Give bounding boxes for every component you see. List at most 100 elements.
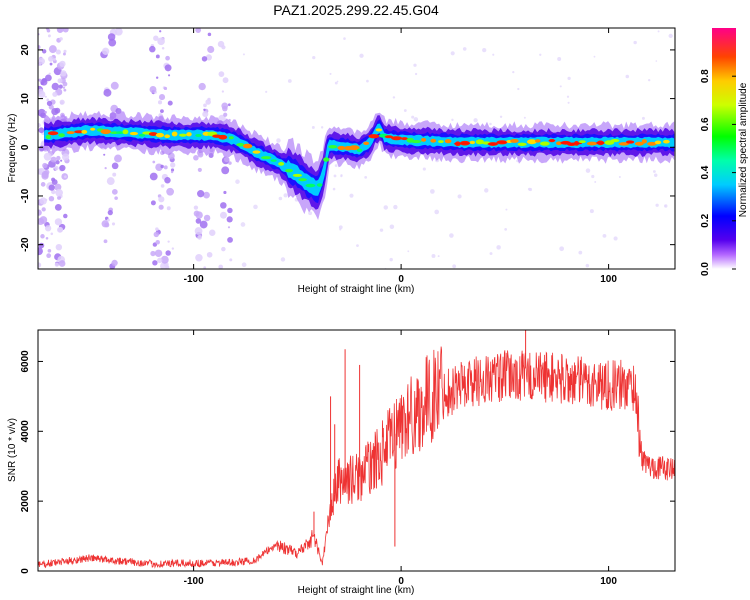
colorbar-ticks: 0.0 0.2 0.4 0.6 0.8 (700, 69, 736, 276)
spectrogram-speckle (149, 172, 158, 181)
spectrogram-speckle (111, 259, 118, 267)
spectrogram-speckle (106, 177, 115, 186)
spectrogram-speckle (655, 203, 659, 207)
spectrogram-speckle (403, 109, 407, 112)
y-tick-label: 2000 (20, 490, 31, 513)
spectrogram-speckle (160, 164, 164, 169)
spectrogram-speckle (111, 162, 119, 170)
x-tick-label: -100 (184, 576, 204, 587)
spectrogram-speckle (389, 257, 393, 262)
spectrogram-speckle (59, 101, 64, 105)
spectrogram-speckle (160, 184, 165, 188)
spectrogram-speckle (40, 234, 45, 239)
spectrogram-hotspot (430, 138, 437, 143)
spectrogram-speckle (57, 78, 63, 84)
spectrogram-hotspot (348, 145, 360, 151)
spectrogram-speckle (652, 170, 656, 173)
spectrogram-hotspot (278, 162, 285, 166)
spectrogram-speckle (59, 60, 66, 68)
y-tick-label: 4000 (20, 420, 31, 443)
spectrogram-hotspot (138, 133, 146, 137)
spectrogram-speckle (195, 254, 203, 262)
spectrogram-speckle (195, 28, 202, 34)
spectrogram-speckle (222, 77, 229, 84)
spectrogram-speckle (107, 210, 113, 216)
spectrogram-hotspot (356, 148, 363, 153)
spectrogram-speckle (434, 209, 440, 215)
spectrogram-hotspot (421, 138, 427, 142)
spectrogram-speckle (165, 250, 171, 256)
spectrogram-speckle (155, 240, 160, 245)
spectrogram-speckle (57, 195, 62, 200)
spectrogram-speckle (104, 167, 107, 170)
spectrogram-hotspot (663, 139, 670, 144)
spectrogram-speckle (163, 86, 168, 91)
spectrogram-speckle (517, 87, 520, 91)
spectrogram-y-label: Frequency (Hz) (7, 114, 18, 183)
spectrogram-speckle (55, 160, 60, 165)
spectrogram-speckle (287, 79, 292, 83)
spectrogram-hotspot (115, 131, 125, 135)
spectrogram-speckle (336, 80, 339, 83)
spectrogram-speckle (111, 222, 116, 226)
spectrogram-hotspot (626, 141, 634, 144)
spectrogram-hotspot (328, 145, 338, 149)
spectrogram-hotspot (469, 140, 476, 145)
spectrogram-speckle (618, 176, 621, 179)
spectrogram-speckle (110, 81, 119, 90)
spectrogram-speckle (38, 209, 42, 216)
spectrogram-speckle (589, 209, 594, 214)
y-tick-label: 6000 (20, 350, 31, 373)
spectrogram-speckle (45, 74, 52, 82)
spectrogram-speckle (40, 182, 46, 187)
spectrogram-speckle (57, 226, 63, 233)
spectrogram-speckle (156, 257, 163, 264)
spectrogram-speckle (63, 213, 68, 219)
spectrogram-hotspot (459, 142, 471, 145)
spectrogram-speckle (320, 126, 324, 129)
spectrogram-speckle (411, 115, 415, 119)
spectrogram-hotspot (100, 129, 111, 135)
spectrogram-speckle (164, 177, 171, 184)
spectrogram-hotspot (363, 141, 370, 146)
spectrogram-hotspot (496, 141, 508, 144)
spectrogram-speckle (668, 33, 673, 39)
spectrogram-speckle (655, 60, 658, 62)
spectrogram-speckle (203, 214, 211, 222)
colorbar-label: Normalized spectral amplitude (738, 82, 749, 217)
spectrogram-speckle (431, 253, 436, 258)
spectrogram-speckle (227, 207, 233, 214)
spectrogram-speckle (422, 167, 426, 171)
spectrogram-speckle (198, 82, 206, 91)
spectrogram-speckle (221, 166, 230, 175)
spectrogram-hotspot (292, 173, 303, 177)
spectrogram-speckle (39, 197, 47, 205)
y-tick-label: 20 (20, 44, 31, 56)
spectrogram-speckle (161, 47, 165, 50)
spectrogram-speckle (222, 105, 228, 112)
spectrogram-speckle (38, 242, 45, 249)
spectrogram-speckle (276, 138, 281, 143)
spectrogram-speckle (206, 251, 213, 258)
spectrogram-speckle (103, 153, 106, 156)
spectrogram-speckle (51, 108, 59, 116)
spectrogram-speckle (152, 260, 158, 266)
spectrogram-speckle (54, 165, 59, 171)
spectrogram-hotspot (236, 142, 245, 147)
spectrogram-speckle (108, 38, 117, 47)
spectrogram-hotspot (618, 142, 630, 146)
spectrogram-hotspot (298, 178, 307, 182)
spectrogram-x-ticks: -100 0 100 (184, 28, 617, 285)
spectrogram-speckle (657, 30, 660, 33)
spectrogram-speckle (591, 174, 595, 179)
spectrogram-speckle (221, 246, 226, 252)
spectrogram-hotspot (400, 137, 409, 141)
spectrogram-speckle (489, 252, 493, 256)
spectrogram-speckle (473, 118, 478, 123)
y-tick-label: 0 (20, 568, 31, 574)
spectrogram-speckle (168, 74, 171, 77)
spectrogram-speckle (60, 70, 67, 77)
spectrogram-speckle (43, 152, 52, 161)
spectrogram-speckle (366, 79, 369, 83)
